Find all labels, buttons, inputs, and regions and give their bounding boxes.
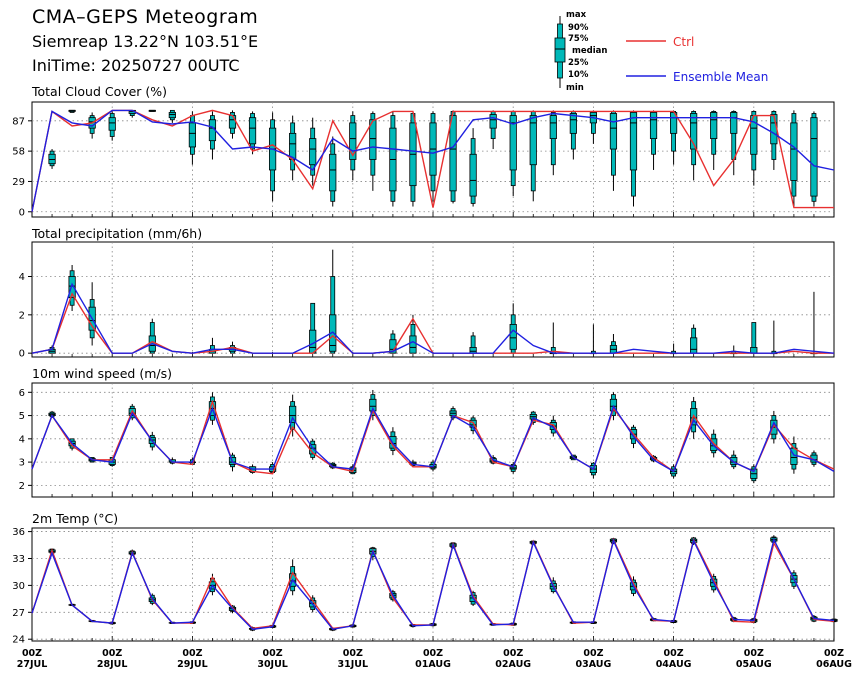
x-axis-date-label: 31JUL [338, 659, 369, 670]
x-axis-date-label: 29JUL [177, 659, 208, 670]
box-25-75 [629, 112, 638, 171]
y-tick-label: 87 [12, 116, 25, 127]
y-tick-label: 0 [19, 349, 25, 360]
x-axis-hour-label: 00Z [22, 648, 42, 659]
x-axis-hour-label: 00Z [583, 648, 603, 659]
y-tick-label: 3 [19, 458, 25, 469]
box-25-75 [489, 114, 497, 129]
y-tick-label: 5 [19, 411, 25, 422]
box-25-75 [68, 276, 76, 298]
y-tick-label: 4 [19, 434, 25, 445]
y-tick-label: 6 [19, 388, 25, 399]
y-tick-label: 2 [19, 310, 25, 321]
box-25-75 [529, 115, 537, 166]
panel-title-cloud: Total Cloud Cover (%) [32, 84, 168, 99]
box-25-75 [730, 112, 738, 134]
box-25-75 [690, 337, 698, 354]
legend-box-label: median [572, 46, 607, 56]
x-axis-date-label: 27JUL [17, 659, 48, 670]
y-tick-label: 27 [12, 608, 25, 619]
legend-box-label: max [566, 10, 587, 20]
x-axis-hour-label: 00Z [824, 648, 844, 659]
initime-label: IniTime: 20250727 00UTC [32, 56, 240, 75]
panel-title-temp: 2m Temp (°C) [32, 511, 119, 526]
y-tick-label: 33 [12, 554, 25, 565]
y-tick-label: 29 [12, 177, 25, 188]
ensemble-mean-line [31, 537, 835, 631]
box-25-75 [188, 122, 196, 148]
box-25-75 [509, 324, 517, 350]
x-axis-date-label: 04AUG [656, 659, 692, 670]
box-25-75 [309, 138, 317, 166]
legend-box-label: 25% [568, 58, 589, 68]
x-axis-hour-label: 00Z [664, 648, 684, 659]
box-25-75 [349, 122, 357, 160]
x-axis-date-label: 06AUG [816, 659, 852, 670]
box-25-75 [810, 117, 818, 197]
x-axis-date-label: 30JUL [257, 659, 288, 670]
box-25-75 [369, 119, 377, 160]
box-25-75 [168, 112, 176, 119]
box-25-75 [790, 122, 798, 181]
box-25-75 [289, 405, 297, 423]
x-axis-hour-label: 00Z [102, 648, 122, 659]
x-axis-hour-label: 00Z [263, 648, 283, 659]
legend-box-label: 90% [568, 23, 589, 33]
x-axis-hour-label: 00Z [423, 648, 443, 659]
box-25-75 [730, 457, 738, 465]
box-25-75 [710, 438, 718, 451]
ensemble-mean-line [31, 404, 835, 473]
ensemble-mean-line [31, 282, 835, 354]
box-25-75 [509, 115, 517, 171]
box-25-75 [329, 153, 337, 192]
x-axis-date-label: 28JUL [97, 659, 128, 670]
y-tick-label: 2 [19, 481, 25, 492]
box-25-75 [409, 335, 417, 354]
y-tick-label: 0 [19, 207, 25, 218]
box-25-75 [469, 153, 477, 197]
x-axis-date-label: 01AUG [415, 659, 451, 670]
legend-ctrl-label: Ctrl [673, 35, 694, 49]
meteogram-title: CMA–GEPS Meteogram [32, 6, 259, 28]
legend-box-label: 75% [568, 34, 589, 44]
y-tick-label: 24 [12, 635, 25, 646]
box-25-75 [228, 115, 237, 129]
x-axis-date-label: 02AUG [495, 659, 531, 670]
ensemble-mean-line [31, 109, 835, 212]
x-axis-hour-label: 00Z [503, 648, 523, 659]
box-25-75 [710, 112, 718, 139]
x-axis-date-label: 05AUG [736, 659, 772, 670]
box-25-75 [649, 112, 658, 139]
y-tick-label: 36 [12, 527, 25, 538]
legend-mean-label: Ensemble Mean [673, 70, 768, 84]
box-25-75 [108, 117, 116, 131]
y-tick-label: 30 [12, 581, 25, 592]
box-25-75 [569, 113, 577, 134]
box-25-75 [248, 117, 257, 145]
box-25-75 [770, 114, 778, 145]
box-25-75 [690, 113, 698, 150]
legend-box-label: 10% [568, 70, 589, 80]
x-axis-hour-label: 00Z [182, 648, 202, 659]
y-tick-label: 4 [19, 272, 25, 283]
panel-title-wind: 10m wind speed (m/s) [32, 366, 172, 381]
x-axis-date-label: 03AUG [576, 659, 612, 670]
box-25-75 [549, 115, 557, 139]
box-25-75 [469, 347, 477, 354]
box-25-75 [449, 115, 457, 192]
x-axis-hour-label: 00Z [744, 648, 764, 659]
box-25-75 [48, 153, 56, 165]
location-label: Siemreap 13.22°N 103.51°E [32, 32, 259, 51]
legend-box-label: min [566, 83, 584, 93]
panel-title-precip: Total precipitation (mm/6h) [32, 226, 203, 241]
x-axis-hour-label: 00Z [343, 648, 363, 659]
legend-box-25-75 [554, 37, 566, 63]
y-tick-label: 58 [12, 147, 25, 158]
box-25-75 [289, 132, 297, 160]
box-25-75 [609, 113, 618, 150]
